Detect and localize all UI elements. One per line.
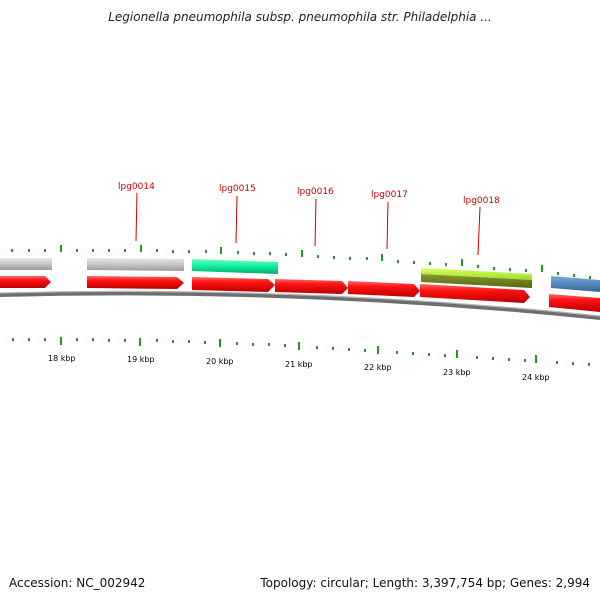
upper-minor-ticks — [11, 245, 591, 279]
gene-label-lpg0014: lpg0014 — [118, 182, 155, 192]
major-tick-21 — [298, 342, 300, 350]
major-tick-23 — [456, 350, 458, 358]
gene-label-lpg0016: lpg0016 — [297, 187, 334, 197]
topology-summary-text: Topology: circular; Length: 3,397,754 bp… — [260, 576, 590, 590]
gene-arrow-a — [0, 276, 51, 288]
tick-label-21: 21 kbp — [285, 360, 313, 369]
major-tick-24 — [535, 355, 537, 363]
gene-arrow-lpg0017 — [348, 281, 420, 297]
major-tick-22 — [377, 346, 379, 354]
olive-feature — [421, 274, 532, 288]
blue-feature — [551, 276, 600, 292]
major-tick-20 — [219, 339, 221, 347]
gene-label-leaders — [135, 192, 481, 256]
gene-arrow-lpg0016 — [275, 279, 348, 294]
gray-feature-2 — [87, 258, 184, 271]
gene-arrow-lpg0018 — [420, 284, 530, 303]
gene-arrow-lpg0015 — [192, 277, 275, 292]
lime-feature — [421, 268, 532, 280]
tick-label-18: 18 kbp — [48, 354, 76, 363]
gene-label-lpg0015: lpg0015 — [219, 184, 256, 194]
tick-label-23: 23 kbp — [443, 368, 471, 377]
major-tick-18 — [60, 337, 62, 345]
tick-label-19: 19 kbp — [127, 355, 155, 364]
accession-text: Accession: NC_002942 — [9, 576, 146, 590]
backbone-arc — [0, 291, 600, 320]
tick-label-22: 22 kbp — [364, 363, 392, 372]
gray-feature-1 — [0, 258, 52, 270]
major-tick-19 — [139, 338, 141, 346]
gene-arrow-lpg0014 — [87, 276, 184, 289]
tick-label-20: 20 kbp — [206, 357, 234, 366]
teal-feature — [192, 259, 278, 274]
backbone-highlight — [0, 290, 600, 317]
tick-label-24: 24 kbp — [522, 373, 550, 382]
map-title: Legionella pneumophila subsp. pneumophil… — [108, 10, 492, 24]
lower-major-ticks — [60, 337, 537, 363]
lower-minor-ticks — [12, 338, 590, 366]
gene-label-lpg0017: lpg0017 — [371, 190, 408, 200]
gene-arrow-b — [549, 294, 600, 312]
gene-label-lpg0018: lpg0018 — [463, 196, 500, 206]
